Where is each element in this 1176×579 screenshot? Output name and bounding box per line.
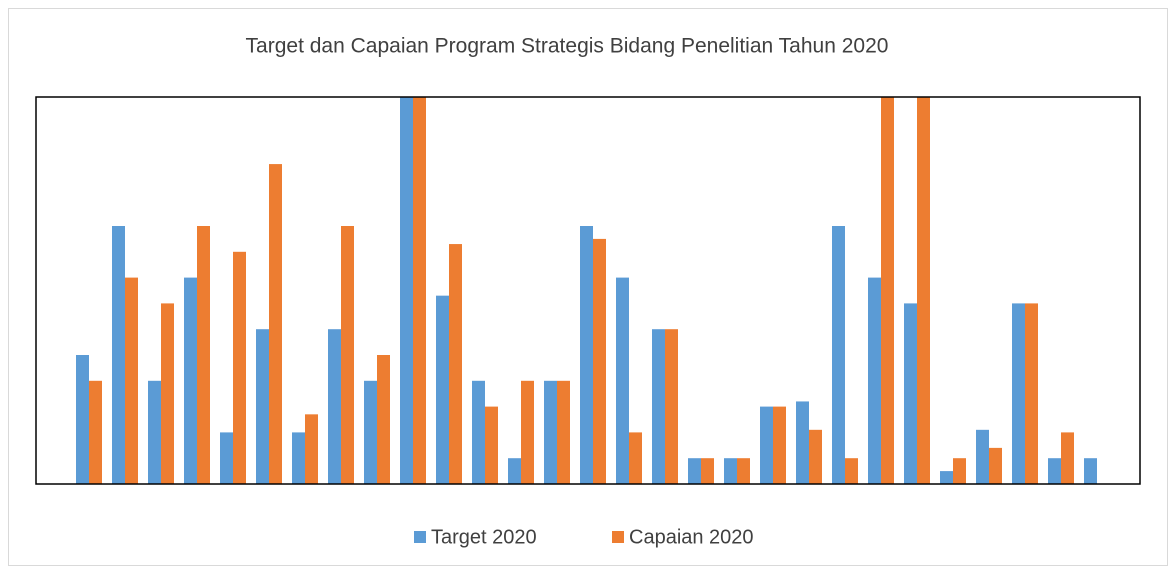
- legend-swatch: [414, 531, 426, 543]
- bar: [832, 226, 845, 484]
- bar: [220, 432, 233, 484]
- legend: Target 2020 Capaian 2020: [414, 526, 754, 548]
- bar: [521, 380, 534, 484]
- bar: [269, 164, 282, 484]
- bar: [652, 329, 665, 484]
- bar: [233, 251, 246, 484]
- bar: [472, 380, 485, 484]
- bar: [773, 406, 786, 484]
- bar: [737, 458, 750, 484]
- bar: [868, 277, 881, 484]
- bar: [580, 226, 593, 484]
- legend-swatch: [612, 531, 624, 543]
- bar: [161, 303, 174, 484]
- bar: [544, 380, 557, 484]
- bar: [629, 432, 642, 484]
- bar: [940, 471, 953, 484]
- bar: [881, 97, 894, 484]
- bar: [1025, 303, 1038, 484]
- bar: [197, 226, 210, 484]
- bar: [256, 329, 269, 484]
- bar: [148, 380, 161, 484]
- bar: [953, 458, 966, 484]
- bar: [89, 380, 102, 484]
- bar: [125, 277, 138, 484]
- bar: [413, 97, 426, 484]
- bar: [593, 238, 606, 484]
- bar: [377, 355, 390, 484]
- bar: [436, 295, 449, 484]
- bar: [616, 277, 629, 484]
- bar: [1012, 303, 1025, 484]
- bar: [400, 97, 413, 484]
- bar: [796, 401, 809, 484]
- plot-border: [35, 96, 1141, 485]
- legend-label: Capaian 2020: [629, 526, 754, 548]
- bar: [688, 458, 701, 484]
- bar: [1048, 458, 1061, 484]
- bar: [976, 429, 989, 484]
- bar: [904, 303, 917, 484]
- bar: [449, 244, 462, 484]
- bar: [557, 380, 570, 484]
- chart-title: Target dan Capaian Program Strategis Bid…: [246, 35, 889, 58]
- bar: [184, 277, 197, 484]
- bar: [809, 429, 822, 484]
- bar: [989, 447, 1002, 484]
- bar: [341, 226, 354, 484]
- bar: [485, 406, 498, 484]
- bar: [328, 329, 341, 484]
- bar: [1061, 432, 1074, 484]
- bar: [665, 329, 678, 484]
- bar: [305, 414, 318, 484]
- bar: [508, 458, 521, 484]
- legend-label: Target 2020: [431, 526, 537, 548]
- bar: [917, 97, 930, 484]
- bar: [701, 458, 714, 484]
- bar: [1084, 458, 1097, 484]
- plot: [76, 97, 1097, 484]
- bar: [364, 380, 377, 484]
- bar: [845, 458, 858, 484]
- bar: [112, 226, 125, 484]
- bar: [76, 355, 89, 484]
- bar: [292, 432, 305, 484]
- bar: [760, 406, 773, 484]
- bar: [724, 458, 737, 484]
